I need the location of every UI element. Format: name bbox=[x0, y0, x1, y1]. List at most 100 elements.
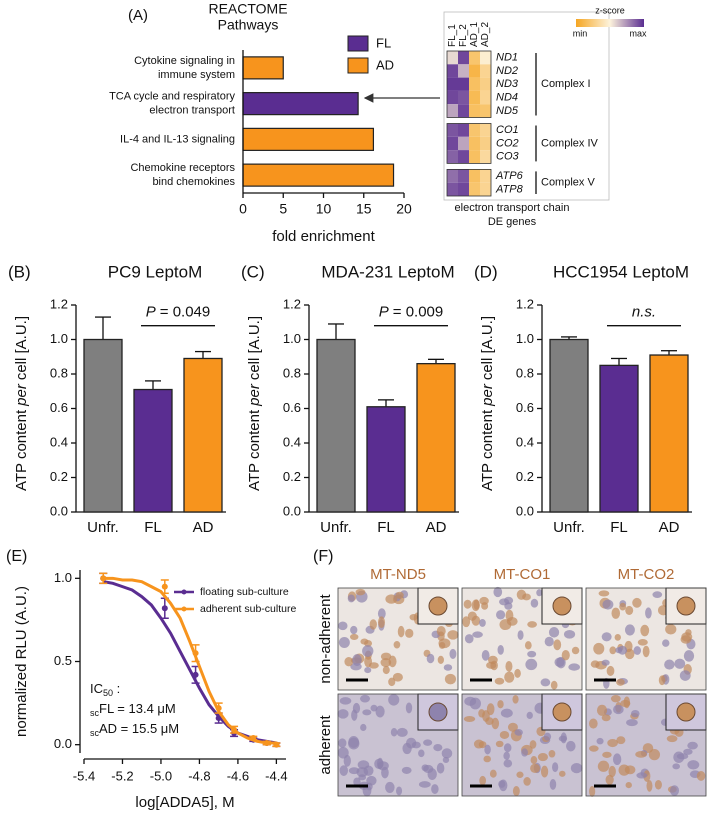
y-tick-label: 0.0 bbox=[50, 503, 68, 518]
cell bbox=[344, 657, 354, 667]
cell bbox=[463, 599, 472, 609]
cell bbox=[405, 702, 413, 714]
heatmap-cell bbox=[469, 150, 480, 164]
chart-title: HCC1954 LeptoM bbox=[553, 262, 689, 281]
y-tick-label: 0.2 bbox=[50, 469, 68, 484]
cell bbox=[558, 735, 568, 742]
y-tick-label: 0.4 bbox=[283, 434, 301, 449]
cell bbox=[601, 714, 611, 722]
cell bbox=[436, 625, 446, 637]
x-tick-label: 15 bbox=[356, 201, 372, 217]
row-label: ATP6 bbox=[495, 170, 524, 182]
cell bbox=[512, 785, 520, 797]
heatmap-cell bbox=[458, 182, 469, 196]
cell bbox=[516, 589, 527, 600]
heatmap-cell bbox=[458, 90, 469, 105]
cell bbox=[517, 630, 524, 640]
cell bbox=[481, 649, 490, 661]
heatmap-cell bbox=[469, 77, 480, 91]
y-label-part: ATP content bbox=[479, 409, 496, 491]
x-axis-label: log[ADDA5], M bbox=[135, 794, 234, 811]
cell bbox=[597, 760, 610, 772]
cell bbox=[607, 739, 618, 748]
cell bbox=[487, 655, 498, 665]
cell bbox=[493, 586, 503, 598]
cell bbox=[479, 775, 487, 786]
annotation: scFL = 13.4 μM bbox=[90, 701, 176, 718]
cell bbox=[512, 695, 519, 704]
cell bbox=[601, 659, 610, 666]
image-frame bbox=[461, 693, 583, 797]
cell bbox=[366, 775, 377, 786]
y-tick-label: 1.2 bbox=[50, 296, 68, 311]
cell bbox=[632, 597, 642, 608]
annotation-part: n.s. bbox=[632, 304, 656, 321]
cell bbox=[338, 738, 347, 748]
cell bbox=[672, 763, 681, 770]
cell bbox=[665, 624, 677, 635]
cell bbox=[491, 717, 500, 730]
cell bbox=[516, 771, 524, 778]
cell bbox=[552, 762, 559, 773]
cell bbox=[396, 727, 408, 737]
annotation-part: P bbox=[379, 304, 389, 321]
legend-label: AD bbox=[376, 57, 394, 72]
cell bbox=[499, 730, 510, 739]
cell bbox=[549, 779, 557, 790]
cell bbox=[619, 602, 627, 611]
cell bbox=[401, 766, 412, 774]
cell bbox=[349, 633, 359, 640]
cell bbox=[530, 598, 539, 608]
heatmap-cell bbox=[447, 136, 458, 151]
point bbox=[100, 575, 107, 582]
y-tick-label: 0.0 bbox=[283, 503, 301, 518]
cell bbox=[356, 767, 369, 778]
heatmap-cell bbox=[447, 90, 458, 105]
y-tick-label: 0.0 bbox=[54, 736, 72, 751]
panel-label: (F) bbox=[313, 548, 333, 565]
legend-marker bbox=[181, 589, 187, 595]
annotation-part: IC bbox=[90, 681, 103, 696]
cell bbox=[339, 697, 352, 705]
heatmap-cell bbox=[480, 64, 491, 78]
cell bbox=[426, 653, 435, 664]
cell bbox=[388, 677, 396, 687]
category-line: bind chemokines bbox=[152, 176, 235, 188]
cell bbox=[497, 644, 504, 655]
cell bbox=[479, 596, 489, 605]
micrograph bbox=[461, 693, 583, 797]
category-line: TCA cycle and respiratory bbox=[109, 91, 235, 103]
cell bbox=[473, 739, 484, 749]
category-line: Chemokine receptors bbox=[130, 162, 235, 174]
y-tick-label: 1.2 bbox=[516, 296, 534, 311]
y-tick-label: 0.4 bbox=[50, 434, 68, 449]
cell bbox=[687, 741, 698, 750]
cell bbox=[625, 605, 634, 615]
y-label-part: per bbox=[479, 383, 496, 407]
x-tick-label: FL bbox=[377, 519, 395, 536]
heatmap-cell bbox=[447, 182, 458, 196]
annotation: P = 0.049 bbox=[146, 304, 210, 321]
cell bbox=[418, 749, 425, 758]
heatmap-cell bbox=[480, 150, 491, 164]
panel-label: (A) bbox=[128, 7, 148, 24]
cell bbox=[352, 654, 362, 666]
x-tick-label: -5.0 bbox=[150, 768, 172, 783]
cell bbox=[370, 704, 378, 712]
y-label-part: per bbox=[13, 383, 30, 407]
y-label-part: ATP content bbox=[13, 409, 30, 491]
heatmap-cell bbox=[458, 51, 469, 65]
y-axis-label: ATP content per cell [A.U.] bbox=[246, 316, 263, 491]
cell bbox=[530, 763, 541, 774]
cell bbox=[347, 594, 355, 603]
cell bbox=[635, 750, 647, 758]
cell bbox=[568, 663, 580, 671]
cell bbox=[679, 670, 691, 681]
cell bbox=[495, 740, 504, 748]
cell bbox=[620, 699, 631, 708]
cell bbox=[505, 609, 514, 622]
micrograph bbox=[585, 693, 707, 797]
inset-cell bbox=[552, 702, 572, 722]
column-label: FL_1 bbox=[447, 24, 458, 47]
cell bbox=[514, 728, 523, 736]
